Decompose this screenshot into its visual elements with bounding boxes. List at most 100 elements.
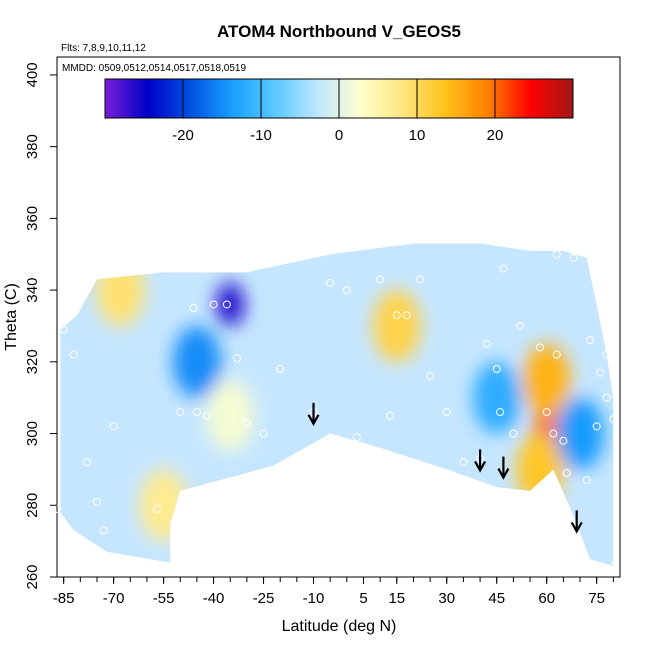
x-tick-label: 30 (438, 590, 455, 607)
observation-point (549, 429, 558, 438)
y-tick-label: 360 (24, 206, 41, 231)
observation-point (259, 429, 268, 438)
colorbar-ticks: -20 -10 0 10 20 (172, 79, 503, 144)
field-layer (60, 243, 614, 567)
field-feature (139, 469, 188, 542)
observation-point (542, 408, 551, 417)
y-tick-label: 280 (24, 493, 41, 518)
observation-point (202, 411, 211, 420)
arrow-marker (497, 456, 510, 480)
observation-point (242, 418, 251, 427)
observation-point (276, 365, 285, 373)
x-tick-label: -70 (103, 590, 125, 607)
observation-point (342, 286, 351, 295)
field-feature (556, 397, 605, 470)
observation-point (292, 458, 301, 467)
chart-title: ATOM4 Northbound V_GEOS5 (217, 22, 461, 41)
observation-point (459, 458, 468, 467)
observation-point (416, 275, 425, 284)
observation-point (592, 422, 601, 431)
y-tick-label: 320 (24, 349, 41, 374)
field-feature (96, 254, 145, 327)
observation-point (559, 436, 568, 445)
observation-point (569, 253, 578, 262)
x-tick-label: -10 (303, 590, 325, 607)
observation-point (392, 311, 401, 320)
flights-annotation: Flts: 7,8,9,10,11,12 (61, 43, 146, 54)
observation-point (386, 411, 395, 420)
observation-point (426, 372, 435, 381)
field-feature (472, 361, 521, 434)
arrow-marker (570, 510, 583, 534)
observation-point (609, 562, 618, 571)
x-axis: -85 -70 -55 -40 -25 -10 5 15 30 45 60 75 (53, 576, 614, 607)
y-axis-label: Theta (C) (3, 283, 20, 351)
colorbar-tick-label: -20 (172, 127, 194, 144)
observation-point (352, 433, 361, 442)
y-tick-label: 400 (24, 62, 41, 87)
field-feature (516, 433, 565, 506)
observation-point (552, 250, 561, 259)
x-tick-label: 60 (538, 590, 555, 607)
arrow-marker (307, 402, 320, 427)
colorbar-tick-label: -10 (250, 127, 272, 144)
observation-point (69, 350, 78, 359)
dates-annotation: MMDD: 0509,0512,0514,0517,0518,0519 (62, 63, 246, 74)
y-tick-label: 300 (24, 421, 41, 446)
observation-point (496, 408, 505, 417)
arrows-layer (307, 402, 583, 534)
x-tick-label: 75 (588, 590, 605, 607)
observation-point (59, 325, 68, 334)
x-tick-label: 5 (359, 590, 367, 607)
x-tick-label: 45 (488, 590, 505, 607)
observation-point (552, 350, 561, 359)
observation-point (609, 415, 618, 424)
observation-point (152, 504, 161, 513)
colorbar-tick-label: 20 (487, 127, 504, 144)
observation-point (189, 304, 198, 313)
observation-point (402, 311, 411, 320)
field-feature (372, 289, 421, 362)
observation-point (92, 497, 101, 506)
observation-point (109, 422, 118, 431)
colorbar-tick-label: 0 (335, 127, 343, 144)
observation-point (499, 264, 508, 273)
field-blobs (96, 254, 605, 542)
observation-point (192, 408, 201, 417)
observation-point (596, 368, 605, 377)
field-feature (172, 325, 221, 398)
field-feature (206, 379, 255, 452)
observation-point (509, 429, 518, 438)
observation-point (546, 486, 555, 495)
colorbar: -20 -10 0 10 20 (104, 78, 574, 144)
observation-point (536, 343, 545, 352)
x-tick-label: -55 (153, 590, 175, 607)
observation-point (562, 469, 571, 477)
observation-point (82, 458, 91, 467)
x-tick-label: -40 (203, 590, 225, 607)
observation-point (232, 354, 241, 363)
field-feature (522, 343, 571, 416)
observation-point (376, 275, 385, 284)
x-tick-label: 15 (388, 590, 405, 607)
observation-point (586, 336, 595, 345)
observation-point (326, 278, 335, 287)
observation-point (602, 350, 611, 359)
observation-point (602, 393, 611, 402)
observation-point (516, 321, 525, 330)
x-tick-label: -25 (253, 590, 275, 607)
observation-point (176, 408, 185, 417)
observation-point (482, 339, 491, 348)
y-tick-label: 340 (24, 278, 41, 303)
x-tick-label: -85 (53, 590, 75, 607)
observation-point (442, 408, 451, 417)
x-axis-label: Latitude (deg N) (282, 618, 397, 635)
y-axis: 260 280 300 320 340 360 380 400 (24, 62, 57, 590)
arrow-marker (474, 449, 487, 473)
observation-point (582, 476, 591, 485)
observation-point (209, 300, 218, 309)
observation-point (99, 526, 108, 535)
colorbar-tick-label: 10 (409, 127, 426, 144)
observation-point (492, 365, 501, 373)
